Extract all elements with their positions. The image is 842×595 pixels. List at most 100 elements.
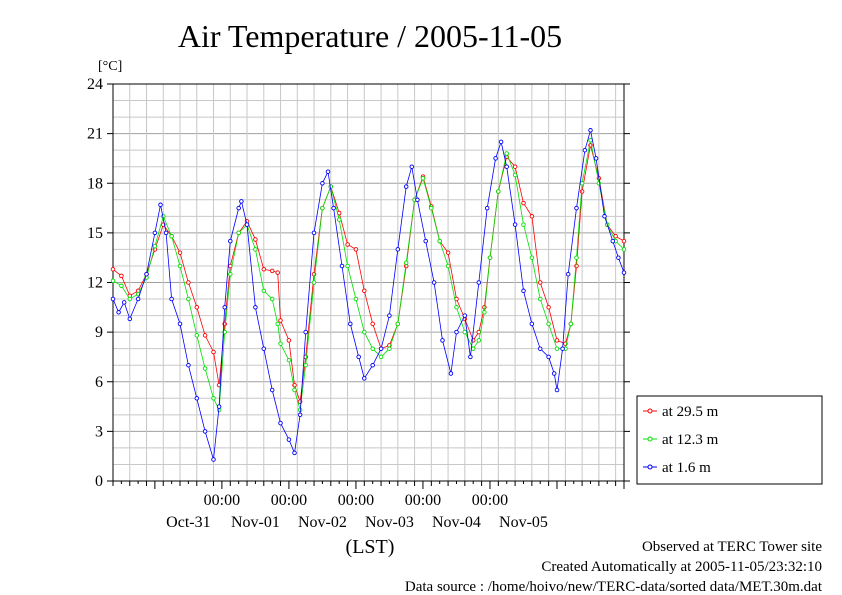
data-point — [551, 371, 557, 376]
legend-point-marker — [647, 436, 653, 442]
data-point — [395, 247, 401, 252]
data-point — [311, 280, 317, 285]
data-point — [529, 321, 535, 327]
data-point — [186, 280, 191, 285]
data-point — [498, 139, 504, 145]
data-point — [119, 273, 124, 279]
data-point — [546, 321, 551, 327]
legend-point-marker — [647, 464, 653, 470]
data-point — [194, 305, 200, 310]
y-tick-label: 3 — [95, 423, 103, 440]
data-point — [574, 255, 579, 260]
data-point — [292, 387, 297, 393]
data-point — [278, 341, 283, 346]
data-point — [362, 376, 367, 381]
y-tick-label: 6 — [95, 374, 103, 391]
x-axis: 00:00 00:00 00:00 00:00 00:00 Oct-31 Nov-01 Nov… — [112, 481, 625, 531]
data-point — [186, 296, 191, 302]
data-point — [554, 346, 560, 351]
data-point — [504, 151, 509, 156]
data-point — [121, 300, 127, 305]
data-point — [116, 310, 121, 315]
data-point — [537, 296, 543, 302]
data-point — [311, 230, 317, 236]
data-point — [613, 233, 618, 239]
data-point — [409, 164, 415, 169]
data-point — [512, 172, 518, 178]
footer-data-source: Data source : /home/hoivo/new/TERC-data/… — [405, 579, 823, 595]
data-point — [269, 387, 275, 393]
y-tick-label: 15 — [87, 225, 103, 242]
data-point — [521, 200, 526, 206]
data-point — [253, 305, 258, 310]
data-point — [387, 346, 392, 351]
footer-created-time: Created Automatically at 2005-11-05/23:3… — [541, 559, 822, 575]
data-point — [177, 321, 183, 327]
data-point — [565, 271, 571, 277]
x-date-label: Nov-01 — [231, 514, 280, 531]
data-point — [292, 450, 297, 456]
data-point — [484, 205, 490, 211]
data-point — [462, 329, 468, 335]
x-date-label: Oct-31 — [166, 514, 210, 531]
data-point — [236, 205, 241, 211]
data-point — [320, 205, 325, 211]
data-point — [621, 247, 627, 252]
y-tick-label: 0 — [95, 473, 103, 490]
data-point — [194, 333, 200, 338]
data-point — [194, 396, 200, 401]
series-layer — [110, 128, 627, 462]
data-point — [163, 230, 169, 236]
data-point — [348, 321, 353, 327]
data-point — [222, 305, 227, 310]
data-point — [202, 429, 208, 434]
data-point — [127, 296, 133, 302]
data-point — [437, 238, 442, 244]
data-point — [211, 349, 216, 355]
legend-label: at 12.3 m — [662, 432, 719, 448]
data-point — [370, 362, 375, 368]
data-point — [177, 263, 183, 269]
data-point — [431, 280, 437, 285]
data-point — [253, 237, 258, 242]
data-point — [529, 255, 535, 260]
data-point — [152, 243, 158, 249]
data-point — [119, 283, 124, 289]
x-date-label: Nov-04 — [432, 514, 481, 531]
data-point — [468, 354, 473, 360]
data-point — [560, 346, 565, 351]
data-point — [239, 199, 244, 204]
data-point — [370, 346, 375, 351]
data-point — [574, 263, 579, 269]
x-time-label: 00:00 — [204, 492, 240, 509]
data-point — [568, 321, 574, 327]
data-point — [211, 457, 216, 462]
data-point — [582, 147, 588, 153]
data-point — [588, 137, 593, 143]
data-point — [448, 371, 454, 376]
data-point — [395, 321, 401, 327]
data-point — [579, 181, 585, 186]
series-3 — [110, 128, 627, 462]
data-point — [440, 338, 445, 343]
data-point — [169, 296, 174, 302]
data-point — [110, 267, 116, 272]
data-point — [362, 288, 367, 294]
data-point — [537, 280, 543, 285]
data-point — [353, 247, 359, 252]
data-point — [275, 270, 280, 275]
data-point — [476, 280, 482, 285]
data-point — [228, 271, 233, 277]
data-point — [454, 305, 459, 310]
data-point — [158, 202, 163, 208]
data-point — [476, 338, 482, 343]
data-point — [286, 437, 292, 442]
data-point — [261, 288, 267, 294]
data-point — [445, 263, 451, 269]
data-point — [177, 250, 183, 255]
data-point — [621, 270, 627, 275]
grid-lines — [113, 84, 624, 481]
data-point — [512, 164, 518, 169]
x-date-label: Nov-03 — [365, 514, 414, 531]
